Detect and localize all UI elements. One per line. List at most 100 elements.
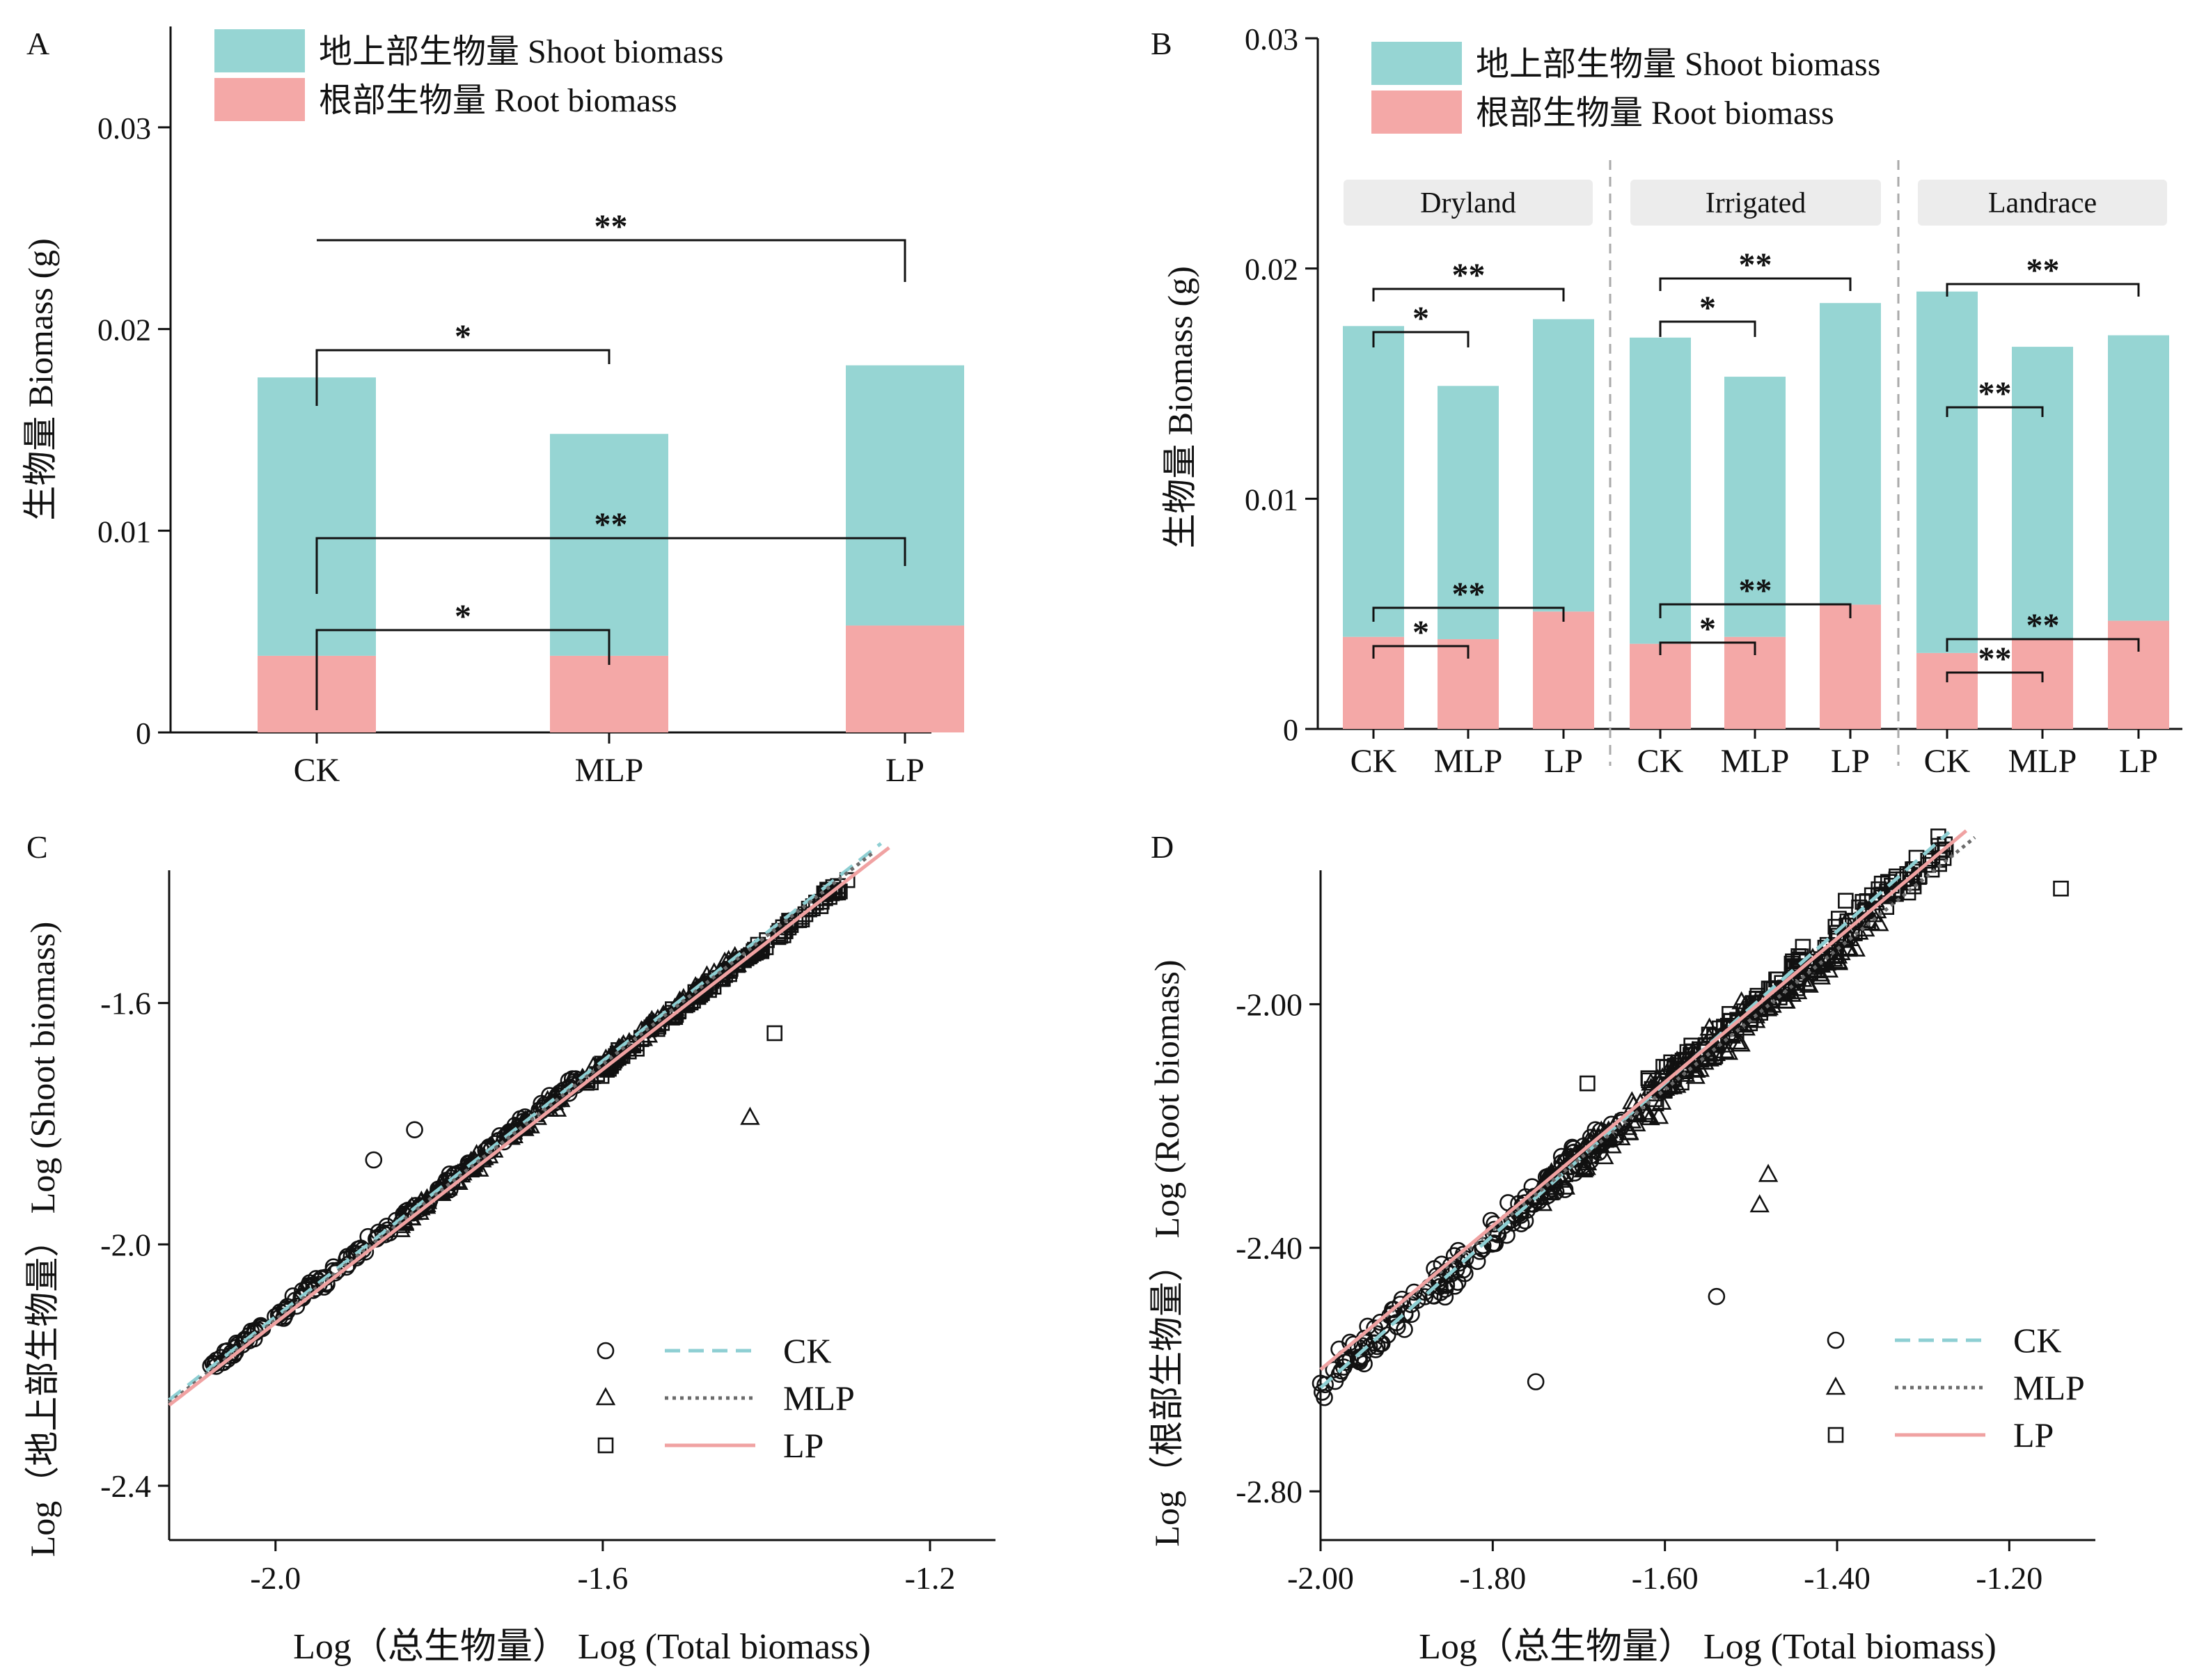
x-tick-label: -1.6 (577, 1560, 628, 1596)
y-tick-label: 0.02 (1245, 253, 1298, 287)
x-tick-label-ck: CK (1924, 743, 1971, 780)
point-lp (1640, 1070, 1657, 1086)
point-mlp (1554, 1156, 1575, 1175)
annot-dryland-upper-outer-label: ** (1452, 257, 1486, 294)
point-lp (1696, 1042, 1712, 1058)
point-lp (1580, 1075, 1596, 1092)
legend-label-lp: LP (2013, 1415, 2054, 1454)
point-ck (1345, 1335, 1362, 1353)
annot-ck-lp-shoot-bracket (315, 537, 906, 594)
point-ck (1471, 1243, 1489, 1260)
x-tick-label-lp: LP (1831, 743, 1870, 780)
point-lp (1889, 868, 1905, 885)
annot-ck-lp-shoot-label: ** (594, 506, 628, 543)
bar-root-irrigated-lp (1820, 604, 1881, 729)
point-ck (1527, 1373, 1545, 1390)
legend-label-mlp: MLP (783, 1379, 855, 1418)
point-ck (1708, 1287, 1726, 1305)
legend-marker-ck (1827, 1331, 1845, 1349)
bar-shoot-mlp (550, 434, 668, 656)
annot-irrigated-lower-outer-bracket (1659, 603, 1852, 618)
annot-landrace-upper-outer-bracket (1946, 283, 2140, 297)
legend-label-shoot: 地上部生物量 Shoot biomass (1476, 46, 1880, 83)
point-lp (1663, 1054, 1679, 1071)
annot-irrigated-lower-inner-bracket (1659, 641, 1756, 655)
point-mlp (1605, 1113, 1625, 1132)
point-lp (1701, 1026, 1717, 1043)
y-tick-label: 0 (136, 716, 151, 751)
bar-root-mlp (550, 655, 668, 732)
x-tick-label: -1.2 (905, 1560, 956, 1596)
bar-root-dryland-lp (1533, 611, 1594, 729)
point-ck (1396, 1305, 1414, 1324)
x-tick-label-ck: CK (1351, 743, 1397, 780)
point-ck (1516, 1212, 1534, 1230)
bar-shoot-dryland-lp (1533, 319, 1594, 612)
legend-marker-mlp (595, 1387, 616, 1406)
annot-irrigated-lower-outer-label: ** (1739, 572, 1772, 609)
annot-landrace-upper-inner-bracket (1946, 406, 2044, 417)
y-tick-label: -2.00 (1236, 987, 1302, 1022)
annot-dryland-upper-inner-label: * (1412, 300, 1429, 337)
bar-shoot-dryland-mlp (1438, 386, 1499, 640)
facet-label-landrace: Landrace (1988, 187, 2097, 219)
point-ck (365, 1151, 383, 1169)
panel-label-b: B (1151, 26, 1172, 61)
point-ck (1316, 1388, 1333, 1406)
x-axis-title: Log（总生物量） Log (Total biomass) (293, 1627, 871, 1667)
annot-irrigated-lower-inner-label: * (1699, 611, 1716, 647)
point-ck (1366, 1319, 1383, 1337)
annot-ck-lp-total-bracket (317, 239, 906, 282)
point-ck (1373, 1335, 1391, 1353)
point-mlp (1637, 1104, 1657, 1123)
point-ck (1468, 1253, 1486, 1271)
legend-label-root: 根部生物量 Root biomass (319, 82, 677, 119)
bar-root-landrace-lp (2108, 620, 2169, 729)
bar-shoot-irrigated-ck (1630, 337, 1691, 644)
point-mlp (1576, 1156, 1596, 1175)
point-lp (827, 884, 843, 901)
annot-ck-mlp-root-bracket (315, 629, 611, 710)
annot-irrigated-upper-outer-label: ** (1739, 246, 1772, 283)
y-tick-label: 0.01 (97, 515, 151, 549)
x-tick-label: -1.60 (1632, 1560, 1699, 1596)
panel-label-d: D (1151, 829, 1174, 865)
point-lp (1799, 953, 1815, 970)
y-axis-title: 生物量 Biomass (g) (1160, 266, 1199, 549)
facet-strip-irrigated (1630, 180, 1881, 226)
legend-marker-lp (1827, 1427, 1844, 1443)
annot-dryland-lower-inner-bracket (1372, 645, 1470, 659)
point-mlp (1731, 1033, 1751, 1052)
y-axis-title: Log（根部生物量） Log (Root biomass) (1147, 959, 1186, 1546)
x-tick-label: -2.0 (250, 1560, 301, 1596)
point-mlp (1749, 1194, 1770, 1213)
point-mlp (1810, 963, 1830, 982)
point-ck (1446, 1278, 1464, 1295)
bar-shoot-irrigated-lp (1820, 303, 1881, 605)
facet-strip-landrace (1918, 180, 2167, 226)
point-lp (1937, 841, 1954, 858)
point-ck (1456, 1264, 1474, 1282)
fit-line-mlp (1319, 835, 1976, 1372)
x-tick-label-mlp: MLP (1721, 743, 1790, 780)
fit-line-ck (1319, 831, 1951, 1390)
point-lp (1685, 1051, 1701, 1068)
bar-shoot-landrace-ck (1916, 291, 1978, 653)
legend-swatch-root (214, 78, 305, 121)
point-lp (1908, 849, 1925, 866)
point-ck (1330, 1365, 1348, 1383)
x-tick-label-ck: CK (294, 752, 340, 789)
point-mlp (434, 1172, 455, 1191)
y-tick-label: -2.4 (100, 1468, 151, 1504)
panel-label-c: C (26, 829, 48, 865)
legend-label-ck: CK (2013, 1321, 2061, 1360)
bar-shoot-lp (846, 365, 964, 626)
annot-ck-mlp-total-bracket (315, 349, 611, 406)
y-tick-label: 0.01 (1245, 482, 1298, 517)
x-tick-label-lp: LP (1544, 743, 1583, 780)
point-ck (1566, 1150, 1584, 1168)
bar-root-irrigated-ck (1630, 643, 1691, 729)
x-tick-label: -1.20 (1976, 1560, 2042, 1596)
x-tick-label-mlp: MLP (1434, 743, 1503, 780)
